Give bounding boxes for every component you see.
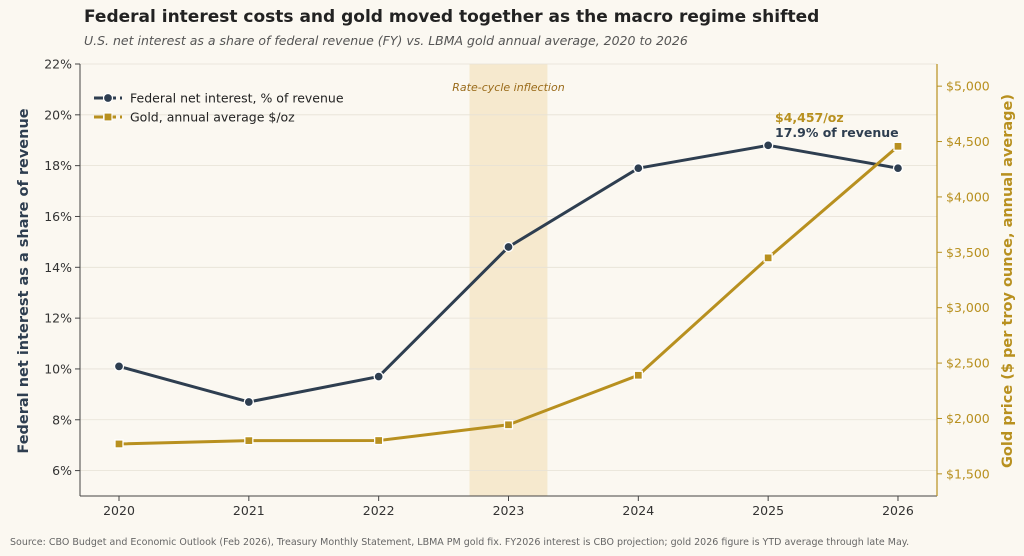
x-tick-label: 2023 <box>493 503 525 518</box>
chart-title: Federal interest costs and gold moved to… <box>84 7 819 27</box>
interest-point <box>373 371 384 382</box>
right-tick-label: $3,000 <box>946 300 990 315</box>
gold-point <box>633 370 643 380</box>
interest-point <box>763 140 774 151</box>
left-tick-label: 8% <box>52 412 72 427</box>
right-axis-label: Gold price ($ per troy ounce, annual ave… <box>1000 94 1016 468</box>
x-tick-label: 2021 <box>233 503 265 518</box>
x-tick-label: 2020 <box>103 503 135 518</box>
legend-interest-label: Federal net interest, % of revenue <box>130 91 344 106</box>
left-tick-label: 12% <box>44 311 72 326</box>
legend-interest-marker <box>102 92 114 104</box>
gold-point <box>503 420 514 430</box>
legend-gold-marker <box>103 112 113 122</box>
right-tick-label: $3,500 <box>946 245 990 260</box>
rate-cycle-band <box>469 64 548 496</box>
left-tick-label: 22% <box>44 57 72 72</box>
interest-point <box>633 163 644 174</box>
left-tick-label: 10% <box>44 361 72 376</box>
right-tick-label: $2,500 <box>946 356 990 371</box>
legend-gold-label: Gold, annual average $/oz <box>130 110 295 125</box>
chart-subtitle: U.S. net interest as a share of federal … <box>84 33 688 48</box>
left-tick-label: 18% <box>44 158 72 173</box>
gold-point <box>893 141 903 151</box>
right-tick-label: $1,500 <box>946 466 990 481</box>
annotation-gold-last: $4,457/oz <box>775 110 844 125</box>
legend: Federal net interest, % of revenue Gold,… <box>94 91 344 125</box>
interest-point <box>503 241 514 253</box>
annotation-interest-last: 17.9% of revenue <box>775 125 899 140</box>
left-tick-label: 14% <box>44 260 72 275</box>
x-tick-label: 2024 <box>622 503 654 518</box>
left-axis-label: Federal net interest as a share of reven… <box>16 108 32 453</box>
interest-point <box>113 361 125 372</box>
gold-point <box>763 253 773 263</box>
gold-point <box>114 439 124 449</box>
x-tick-label: 2022 <box>363 503 395 518</box>
gold-point <box>244 435 254 446</box>
plot-area: Rate-cycle inflection 2020 2021 2022 2023 20… <box>44 57 990 519</box>
band-label: Rate-cycle inflection <box>452 81 564 94</box>
source-note: Source: CBO Budget and Economic Outlook … <box>10 537 909 548</box>
x-axis-ticks: 2020 2021 2022 2023 2024 2025 2026 <box>103 496 914 518</box>
left-tick-label: 16% <box>44 209 72 224</box>
right-axis-ticks: $1,500 $2,000 $2,500 $3,000 $3,500 $4,000 $4,5… <box>937 79 990 481</box>
gold-point <box>374 435 384 446</box>
right-tick-label: $4,500 <box>946 134 990 149</box>
interest-point <box>892 163 904 174</box>
right-tick-label: $5,000 <box>946 79 990 94</box>
x-tick-label: 2026 <box>882 503 914 518</box>
series-markers <box>113 140 904 449</box>
right-tick-label: $2,000 <box>946 411 990 426</box>
right-tick-label: $4,000 <box>946 189 990 204</box>
left-tick-label: 6% <box>52 463 72 478</box>
interest-point <box>243 396 254 408</box>
left-tick-label: 20% <box>44 107 72 122</box>
left-axis-ticks: 6% 8% 10% 12% 14% 16% 18% 20% 22% <box>44 57 80 478</box>
x-tick-label: 2025 <box>752 503 784 518</box>
grid <box>80 63 937 471</box>
